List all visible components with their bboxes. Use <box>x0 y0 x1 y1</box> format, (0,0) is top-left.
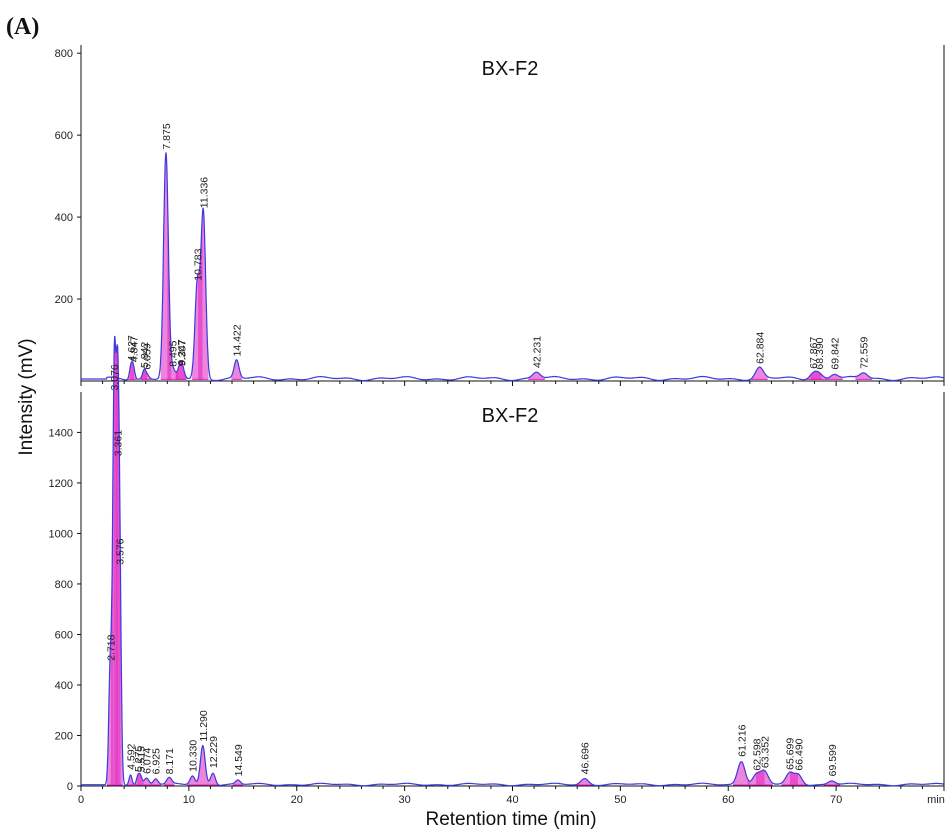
peak-label: 11.336 <box>198 177 210 208</box>
x-tick-label: 40 <box>506 794 518 806</box>
peak-integration-area <box>232 780 244 785</box>
peak-integration-area <box>733 761 750 785</box>
peak-label: 8.171 <box>164 748 176 774</box>
x-tick-label: 10 <box>183 794 195 806</box>
peak-label: 3.361 <box>112 430 124 456</box>
peak-label: 10.330 <box>187 740 199 772</box>
peak-label: 66.490 <box>793 738 805 770</box>
peak-label: 68.390 <box>814 337 826 369</box>
y-tick-label: 800 <box>55 48 73 60</box>
peak-integration-area <box>751 367 768 380</box>
peak-integration-area <box>163 777 175 785</box>
peak-label: 3.576 <box>115 538 127 564</box>
peak-label: 69.842 <box>829 337 841 369</box>
peak-label: 3.076 <box>109 364 121 390</box>
peak-label: 42.231 <box>532 336 544 368</box>
x-tick-label: 60 <box>722 794 734 806</box>
peak-label: 67.867 <box>808 337 820 369</box>
peak-label: 62.598 <box>751 738 763 770</box>
peak-integration-area <box>127 775 134 785</box>
y-tick-label: 200 <box>55 294 73 306</box>
peak-label: 69.599 <box>827 744 839 776</box>
peak-label: 14.422 <box>232 324 244 356</box>
peak-integration-area <box>187 776 198 785</box>
peak-integration-area <box>528 372 545 380</box>
peak-integration-area <box>790 772 807 785</box>
peak-integration-area <box>576 778 593 785</box>
peak-label: 46.696 <box>580 742 592 774</box>
peak-integration-area <box>207 773 219 785</box>
peak-label: 10.783 <box>192 248 204 280</box>
peak-label: 61.216 <box>736 724 748 756</box>
peak-label: 5.842 <box>139 342 151 368</box>
panel-label: (A) <box>6 14 39 40</box>
peak-label: 7.875 <box>161 123 173 149</box>
panel-title: BX-F2 <box>482 405 539 427</box>
peak-label: 8.495 <box>168 340 180 366</box>
x-tick-label: 70 <box>830 794 842 806</box>
y-tick-label: 600 <box>55 130 73 142</box>
x-tick-label: 20 <box>291 794 303 806</box>
peak-label: 4.627 <box>126 335 138 361</box>
peak-label: 12.229 <box>208 736 220 768</box>
panel-title: BX-F2 <box>482 58 539 80</box>
peak-integration-area <box>826 374 843 380</box>
y-tick-label: 1200 <box>49 478 73 490</box>
y-tick-label: 0 <box>67 781 73 793</box>
x-unit-label: min <box>927 794 945 806</box>
x-tick-label: 50 <box>614 794 626 806</box>
chromatogram-trace <box>81 152 944 382</box>
y-tick-label: 800 <box>55 579 73 591</box>
y-tick-label: 200 <box>55 730 73 742</box>
y-axis-label: Intensity (mV) <box>16 338 37 455</box>
x-tick-label: 0 <box>78 794 84 806</box>
peak-integration-area <box>141 776 152 785</box>
peak-integration-area <box>198 208 209 380</box>
peak-label: 5.515 <box>136 746 148 772</box>
y-tick-label: 400 <box>55 680 73 692</box>
peak-integration-area <box>810 371 828 380</box>
peak-label: 2.718 <box>105 634 117 660</box>
peak-label: 63.352 <box>759 736 771 768</box>
peak-integration-area <box>150 778 161 785</box>
peak-integration-area <box>176 360 187 380</box>
y-tick-label: 400 <box>55 212 73 224</box>
peak-label: 72.559 <box>859 337 871 369</box>
peak-label: 6.059 <box>141 343 153 369</box>
y-tick-label: 1400 <box>49 427 73 439</box>
peak-label: 11.290 <box>198 710 210 741</box>
peak-integration-area <box>231 359 242 380</box>
bottom-chromatogram-panel: 0 200 400 600 800 1000 1200 1400 0 10 20 30 40 50 60 70… <box>49 335 945 806</box>
peak-integration-area <box>855 372 872 380</box>
chromatogram-trace <box>81 335 944 787</box>
x-tick-label: 30 <box>399 794 411 806</box>
peak-label: 6.925 <box>151 748 163 774</box>
peak-label: 65.699 <box>785 738 797 770</box>
peak-label: 4.847 <box>128 336 140 362</box>
peak-label: 4.592 <box>126 743 138 769</box>
peak-integration-area <box>197 745 208 785</box>
peak-label: 6.074 <box>142 747 154 773</box>
y-tick-label: 1000 <box>49 528 73 540</box>
peak-label: 9.247 <box>176 339 188 365</box>
peak-integration-area <box>823 781 841 785</box>
peak-label: 5.275 <box>133 745 145 771</box>
peak-integration-area <box>756 770 773 785</box>
peak-label: 9.307 <box>176 340 188 366</box>
y-tick-label: 600 <box>55 629 73 641</box>
peak-label: 62.884 <box>754 332 766 364</box>
peak-label: 14.549 <box>233 744 245 776</box>
x-axis-label: Retention time (min) <box>425 809 596 830</box>
